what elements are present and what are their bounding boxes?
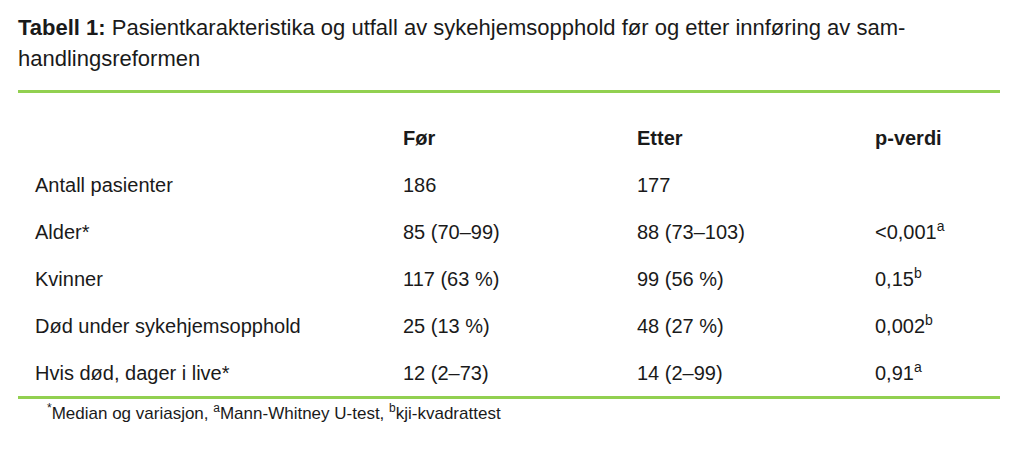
cell-pvalue <box>875 162 1015 209</box>
patient-table: Før Etter p-verdi Antall pasienter 186 1… <box>35 103 1015 397</box>
footnote-part: bkji-kvadrattest <box>389 404 501 423</box>
pvalue-text: 0,002 <box>875 315 925 337</box>
pvalue-text: 0,91 <box>875 362 914 384</box>
pvalue-superscript: a <box>914 359 922 375</box>
bottom-rule <box>18 396 1000 399</box>
col-header-before: Før <box>403 103 637 162</box>
cell-pvalue: 0,91a <box>875 350 1015 397</box>
row-label: Død under sykehjemsopphold <box>35 303 403 350</box>
table-row: Alder* 85 (70–99) 88 (73–103) <0,001a <box>35 209 1015 256</box>
table-row: Hvis død, dager i live* 12 (2–73) 14 (2–… <box>35 350 1015 397</box>
footnote-part: *Median og variasjon, <box>47 404 213 423</box>
table-caption-label: Tabell 1: <box>18 15 106 40</box>
col-header-after: Etter <box>637 103 875 162</box>
table-row: Kvinner 117 (63 %) 99 (56 %) 0,15b <box>35 256 1015 303</box>
cell-after: 99 (56 %) <box>637 256 875 303</box>
cell-before: 85 (70–99) <box>403 209 637 256</box>
footnote-part: aMann-Whitney U-test, <box>213 404 389 423</box>
pvalue-superscript: b <box>914 265 922 281</box>
table-row: Antall pasienter 186 177 <box>35 162 1015 209</box>
row-label: Antall pasienter <box>35 162 403 209</box>
footnote-marker-a: a <box>213 401 220 415</box>
pvalue-text: <0,001 <box>875 221 937 243</box>
table-caption-line1: Tabell 1: Pasientkarakteristika og utfal… <box>18 12 905 43</box>
row-label: Hvis død, dager i live* <box>35 350 403 397</box>
cell-before: 117 (63 %) <box>403 256 637 303</box>
footnote-text: Median og variasjon, <box>52 404 214 423</box>
footnote: *Median og variasjon, aMann-Whitney U-te… <box>47 402 501 426</box>
table-figure: Tabell 1: Pasientkarakteristika og utfal… <box>0 0 1024 453</box>
table-caption: Tabell 1: Pasientkarakteristika og utfal… <box>18 12 905 74</box>
footnote-text: kji-kvadrattest <box>396 404 501 423</box>
footnote-text: Mann-Whitney U-test, <box>220 404 389 423</box>
pvalue-superscript: b <box>925 312 933 328</box>
cell-after: 48 (27 %) <box>637 303 875 350</box>
cell-before: 12 (2–73) <box>403 350 637 397</box>
cell-after: 88 (73–103) <box>637 209 875 256</box>
col-header-empty <box>35 103 403 162</box>
col-header-pvalue: p-verdi <box>875 103 1015 162</box>
table-caption-line2: handlingsreformen <box>18 43 905 74</box>
cell-pvalue: <0,001a <box>875 209 1015 256</box>
table-row: Død under sykehjemsopphold 25 (13 %) 48 … <box>35 303 1015 350</box>
table-caption-text: Pasientkarakteristika og utfall av sykeh… <box>106 15 906 40</box>
cell-before: 186 <box>403 162 637 209</box>
pvalue-text: 0,15 <box>875 268 914 290</box>
pvalue-superscript: a <box>937 218 945 234</box>
cell-pvalue: 0,002b <box>875 303 1015 350</box>
row-label: Kvinner <box>35 256 403 303</box>
header-row: Før Etter p-verdi <box>35 103 1015 162</box>
cell-after: 177 <box>637 162 875 209</box>
footnote-marker-b: b <box>389 401 396 415</box>
cell-pvalue: 0,15b <box>875 256 1015 303</box>
cell-after: 14 (2–99) <box>637 350 875 397</box>
top-rule <box>18 90 1000 93</box>
row-label: Alder* <box>35 209 403 256</box>
cell-before: 25 (13 %) <box>403 303 637 350</box>
